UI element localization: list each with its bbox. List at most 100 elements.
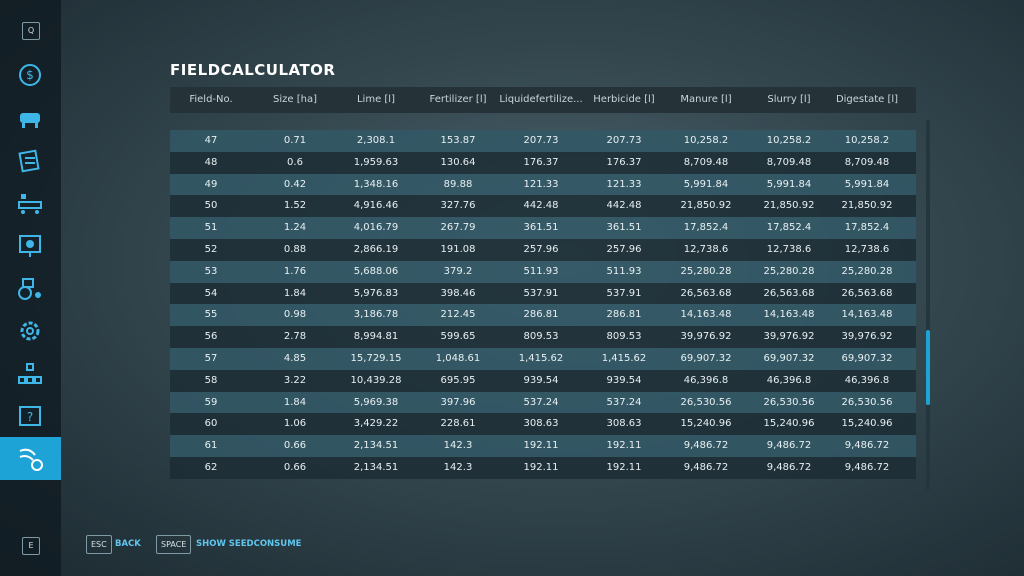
button-label[interactable]: BACK [115, 539, 141, 549]
table-cell: 26,563.68 [763, 287, 815, 299]
table-cell: 10,258.2 [683, 135, 729, 146]
table-row[interactable]: 57 4.85 15,729.15 1,048.61 1,415.62 1,415.62 6… [170, 348, 916, 370]
table-row[interactable]: 58 3.22 10,439.28 695.95 939.54 939.54 46,396.… [170, 369, 916, 392]
table-row[interactable]: 50 1.52 4,916.46 327.76 442.48 442.48 21,850.9… [170, 195, 916, 218]
table-row[interactable]: 51 1.24 4,016.79 267.79 361.51 361.51 17,852.4… [170, 217, 916, 239]
table-cell: 2,134.51 [353, 440, 399, 452]
contracts-icon[interactable] [17, 148, 43, 174]
table-cell: 257.96 [523, 244, 559, 255]
table-cell: 192.11 [606, 462, 642, 473]
table-cell: 9,486.72 [766, 462, 812, 473]
column-header[interactable]: Size [ha] [273, 94, 317, 105]
table-cell: 257.96 [606, 244, 642, 255]
table-cell: 15,240.96 [841, 418, 893, 430]
table-cell: 207.73 [606, 135, 642, 146]
table-cell: 809.53 [523, 331, 559, 343]
vehicles-icon[interactable] [17, 275, 43, 301]
table-cell: 8,994.81 [353, 331, 399, 343]
column-header[interactable]: Manure [l] [680, 94, 732, 105]
table-row[interactable]: 47 0.71 2,308.1 153.87 207.73 207.73 10,258.2 1… [170, 130, 916, 152]
table-cell: 0.66 [283, 440, 307, 452]
table-cell: 26,530.56 [680, 396, 732, 408]
column-header[interactable]: Fertilizer [l] [429, 94, 487, 105]
scrollbar[interactable] [926, 120, 930, 490]
table-cell: 14,163.48 [841, 309, 893, 321]
table-cell: 15,240.96 [763, 418, 815, 430]
table-cell: 21,850.92 [680, 200, 732, 212]
column-header[interactable]: Slurry [l] [767, 94, 811, 105]
column-header[interactable]: Lime [l] [356, 94, 395, 105]
table-cell: 0.6 [287, 156, 303, 168]
table-cell: 17,852.4 [683, 222, 729, 234]
table-row[interactable]: 60 1.06 3,429.22 228.61 308.63 308.63 15,240.9… [170, 413, 916, 436]
table-cell: 47 [204, 135, 218, 146]
table-cell: 599.65 [440, 331, 476, 343]
key-hint[interactable]: ESC [86, 535, 112, 554]
animals-icon[interactable] [17, 105, 43, 131]
table-row[interactable]: 59 1.84 5,969.38 397.96 537.24 537.24 26,530.5… [170, 391, 916, 414]
table-cell: 8,709.48 [766, 156, 812, 168]
table-cell: 511.93 [523, 265, 559, 277]
table-cell: 142.3 [443, 440, 473, 452]
table-cell: 21,850.92 [763, 200, 815, 212]
table-cell: 12,738.6 [766, 244, 812, 255]
table-cell: 52 [204, 244, 218, 255]
table-row[interactable]: 54 1.84 5,976.83 398.46 537.91 537.91 26,563.6… [170, 282, 916, 305]
table-row[interactable]: 55 0.98 3,186.78 212.45 286.81 286.81 14,163.4… [170, 304, 916, 327]
table-cell: 9,486.72 [844, 440, 890, 452]
table-row[interactable]: 53 1.76 5,688.06 379.2 511.93 511.93 25,280.28… [170, 260, 916, 283]
table-row[interactable]: 56 2.78 8,994.81 599.65 809.53 809.53 39,976.9… [170, 326, 916, 348]
table-cell: 0.88 [283, 244, 307, 255]
column-header[interactable]: Digestate [l] [835, 94, 899, 105]
table-cell: 39,976.92 [680, 331, 732, 343]
table-cell: 308.63 [523, 418, 559, 430]
table-cell: 0.98 [283, 309, 307, 321]
statistics-icon[interactable] [17, 233, 43, 259]
table-cell: 228.61 [440, 418, 476, 430]
table-cell: 8,709.48 [683, 156, 729, 168]
table-cell: 153.87 [440, 135, 476, 146]
table-cell: 3,186.78 [353, 309, 399, 321]
table-cell: 1,415.62 [601, 353, 647, 364]
table-cell: 57 [204, 353, 218, 364]
table-cell: 327.76 [440, 200, 476, 212]
help-icon[interactable]: ? [17, 403, 43, 429]
table-cell: 537.91 [606, 287, 642, 299]
table-cell: 1,348.16 [353, 178, 399, 190]
table-cell: 5,991.84 [766, 178, 812, 190]
table-row[interactable]: 49 0.42 1,348.16 89.88 121.33 121.33 5,991.84 5… [170, 173, 916, 196]
scroll-thumb[interactable] [926, 330, 930, 405]
table-cell: 537.24 [523, 396, 559, 408]
selected-tab[interactable] [0, 437, 61, 480]
table-row[interactable]: 52 0.88 2,866.19 191.08 257.96 257.96 12,738.6… [170, 239, 916, 261]
table-cell: 56 [204, 331, 218, 343]
column-header[interactable]: Herbicide [l] [593, 94, 655, 105]
production-icon[interactable] [17, 190, 43, 216]
table-cell: 46,396.8 [766, 374, 812, 386]
table-cell: 9,486.72 [766, 440, 812, 452]
table-row[interactable]: 61 0.66 2,134.51 142.3 192.11 192.11 9,486.72 9… [170, 435, 916, 457]
table-row[interactable]: 62 0.66 2,134.51 142.3 192.11 192.11 9,486.72 9… [170, 457, 916, 479]
table-cell: 50 [204, 200, 218, 212]
table-cell: 537.91 [523, 287, 559, 299]
table-cell: 69,907.32 [841, 353, 893, 364]
table-cell: 361.51 [606, 222, 642, 234]
table-cell: 9,486.72 [844, 462, 890, 473]
key-hint[interactable]: SPACE [156, 535, 192, 554]
settings-icon[interactable] [17, 318, 43, 344]
hierarchy-icon[interactable] [17, 361, 43, 387]
table-cell: 1.52 [283, 200, 307, 212]
table-cell: 398.46 [440, 287, 476, 299]
button-label[interactable]: SHOW SEEDCONSUME [196, 539, 302, 549]
table-cell: 59 [204, 396, 218, 408]
finance-icon[interactable]: $ [17, 62, 43, 88]
page-title: FIELDCALCULATOR [170, 61, 336, 79]
table-cell: 286.81 [606, 309, 642, 321]
table-cell: 192.11 [606, 440, 642, 452]
table-cell: 2,308.1 [356, 135, 396, 146]
table-row[interactable]: 48 0.6 1,959.63 130.64 176.37 176.37 8,709.48 8… [170, 151, 916, 174]
column-header[interactable]: Field-No. [189, 94, 233, 105]
table-cell: 17,852.4 [766, 222, 812, 234]
table-cell: 54 [204, 287, 218, 299]
column-header[interactable]: Liquidefertilize... [499, 94, 583, 105]
